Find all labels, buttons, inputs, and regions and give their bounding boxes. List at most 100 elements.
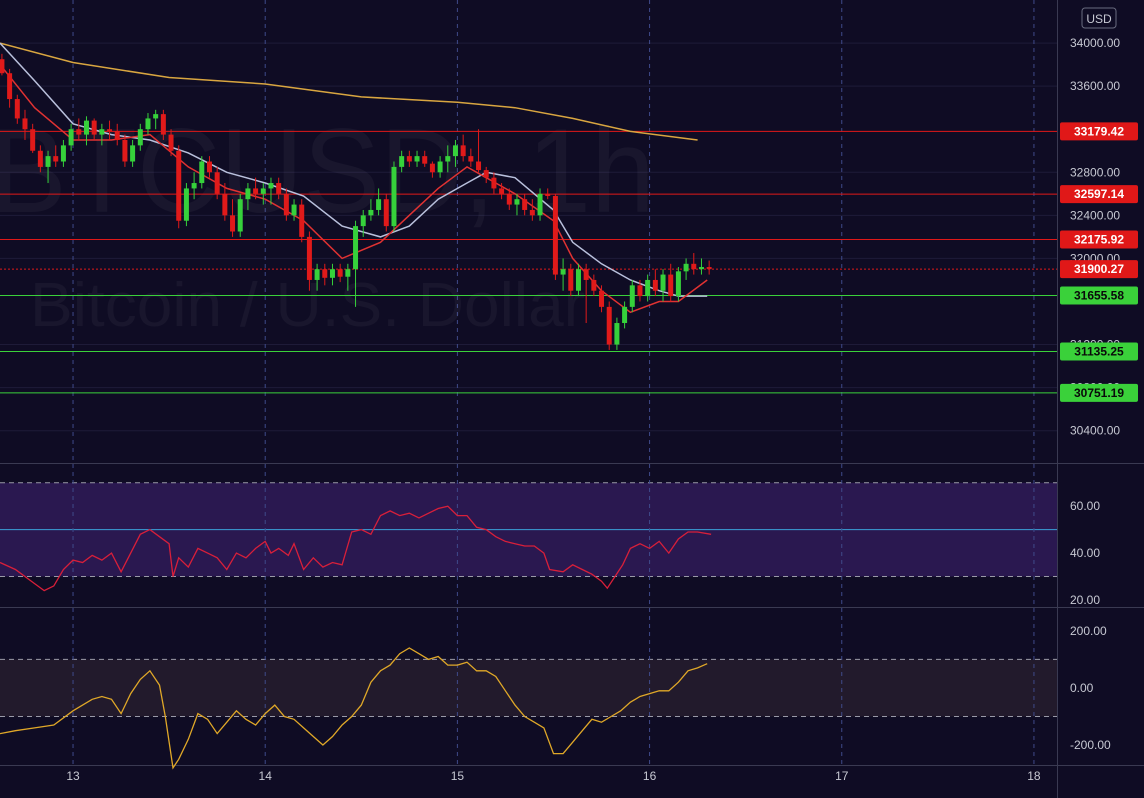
candle [268,177,274,205]
price-tag-label: 33179.42 [1074,124,1124,138]
currency-badge[interactable]: USD [1081,7,1117,29]
candle-body [353,226,359,270]
indicator-bands [0,482,1057,717]
candle-body [22,118,28,130]
candle [568,263,574,297]
candle-body [14,99,20,119]
candle [522,193,528,216]
candle [206,156,212,178]
candle [599,285,605,313]
candle-body [706,267,712,270]
candle-body [168,134,174,151]
candle-body [99,129,105,135]
candle-body [591,279,597,291]
rsi-tick-label: 60.00 [1070,499,1100,513]
candle-body [599,290,605,307]
indicator-lines [0,505,712,770]
candle-body [268,183,274,189]
candle [37,145,43,173]
candle-body [575,269,581,291]
candle-body [468,156,474,162]
candle-body [107,129,113,132]
candle [483,166,489,184]
candle [329,263,335,286]
price-tag: 30751.19 [1060,383,1138,402]
price-tag-box [1060,286,1138,305]
candle-body [675,271,681,297]
candle [145,113,151,135]
price-levels [0,130,1057,394]
x-tick-label: 17 [835,769,849,783]
candle [91,118,97,140]
candle [660,269,666,302]
price-tag: 32597.14 [1060,185,1138,204]
candle [130,139,136,167]
price-tag-label: 32175.92 [1074,232,1124,246]
price-tag-label: 31135.25 [1074,345,1124,359]
candle [537,188,543,221]
price-tag: 31135.25 [1060,342,1138,361]
price-tag-box [1060,230,1138,249]
x-tick-label: 13 [66,769,80,783]
candle [414,150,420,167]
candle-body [60,145,66,162]
candle-body [37,150,43,167]
candle-body [529,209,535,216]
candle-body [214,172,220,194]
candle [7,68,13,108]
price-tick-label: 32400.00 [1070,208,1120,222]
currency-badge-label: USD [1086,12,1112,26]
candle [368,199,374,221]
candle [514,193,520,216]
candle [637,279,643,302]
candle-body [68,129,74,146]
candle-body [283,193,289,216]
candle-body [429,163,435,173]
candle [53,145,59,167]
candle [276,177,282,200]
candle-body [253,188,259,194]
candle-body [145,118,151,130]
currency-badge-box[interactable] [1081,7,1117,29]
candle [222,183,228,221]
candle-body [422,156,428,164]
candle-body [30,129,36,151]
candle [422,150,428,167]
candle-body [260,188,266,194]
candle [306,231,312,291]
candle-body [483,170,489,178]
candle-body [91,120,97,135]
candle [452,139,458,167]
candle [645,274,651,302]
candle-body [552,195,558,275]
candle-body [199,161,205,184]
candle [107,120,113,140]
candle-body [545,193,551,196]
candle [698,258,704,275]
rsi-tick-label: 40.00 [1070,546,1100,560]
candle [345,263,351,291]
candle-body [399,156,405,167]
moving-averages [0,42,708,314]
price-tags: 33179.42 32597.14 32175.92 31655.58 31135.25… [1060,122,1138,402]
candle-body [560,269,566,275]
candle [476,129,482,173]
candle-body [499,188,505,194]
candle-body [322,269,328,278]
candle-body [83,120,89,135]
candle [291,199,297,221]
candle [76,118,82,140]
candle [14,94,20,124]
rsi-tick-label: 20.00 [1070,593,1100,607]
candle-body [45,156,51,167]
candle-body [183,188,189,221]
candle [560,258,566,291]
candle [0,53,5,76]
candle [683,258,689,280]
candle-body [683,263,689,272]
candle-body [360,215,366,227]
candle-body [698,267,704,270]
candle-body [660,274,666,291]
